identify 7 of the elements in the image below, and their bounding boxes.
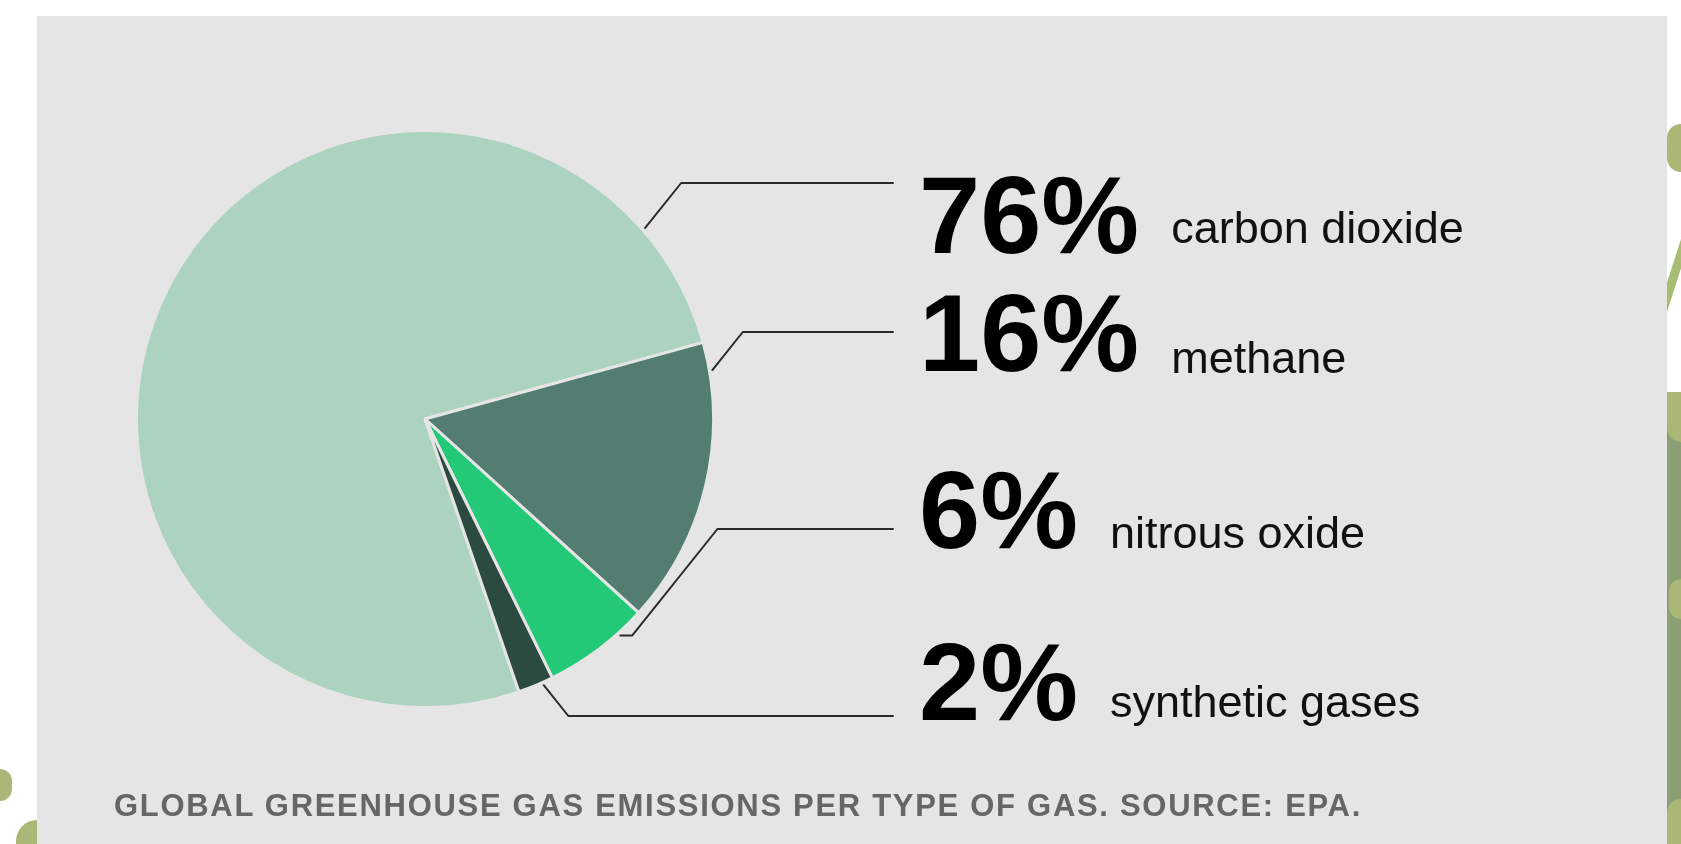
text: GLOBAL GREENHOUSE GAS EMISSIONS PER TYPE OF GAS. SOURCE: EPA. (114, 788, 1362, 823)
data-label: 6% (919, 448, 1078, 571)
data-label: 2% (919, 620, 1078, 743)
slice-label: nitrous oxide (1109, 507, 1366, 558)
slice-label: synthetic gases (1109, 676, 1421, 727)
slice-label: methane (1171, 332, 1347, 383)
slice-label: carbon dioxide (1171, 202, 1464, 253)
